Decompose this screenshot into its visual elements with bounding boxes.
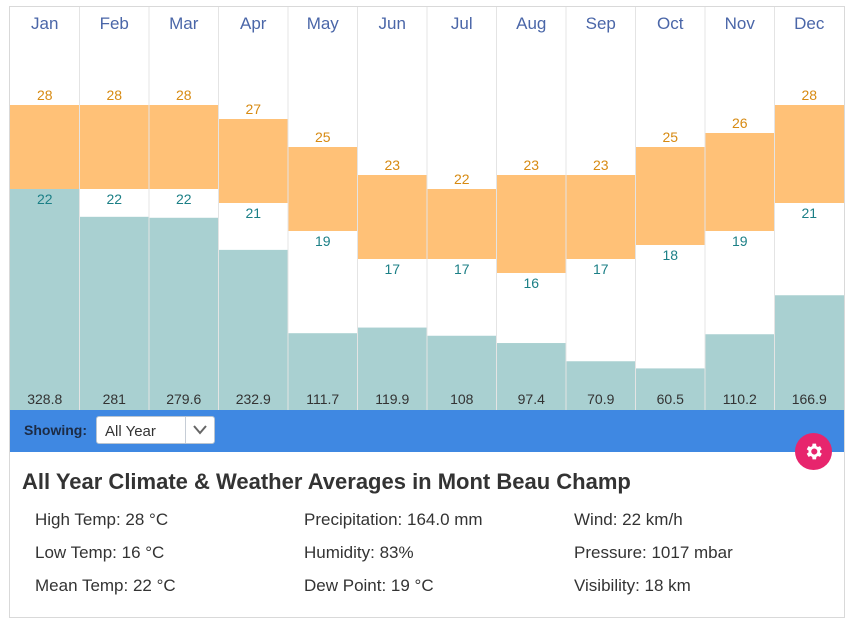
high-temp-label-jul: 22 <box>454 171 470 187</box>
month-label-mar: Mar <box>169 14 199 33</box>
stat-pressure: Pressure: 1017 mbar <box>574 543 733 562</box>
showing-label: Showing: <box>24 422 87 438</box>
settings-button[interactable] <box>795 433 832 470</box>
low-temp-label-may: 19 <box>315 233 331 249</box>
temp-bar-jan <box>10 105 80 189</box>
month-label-aug: Aug <box>516 14 546 33</box>
precip-bar-jul <box>427 335 497 410</box>
low-temp-label-jun: 17 <box>384 261 400 277</box>
high-temp-label-dec: 28 <box>801 87 817 103</box>
precip-label-jun: 119.9 <box>375 391 409 407</box>
stat-visibility: Visibility: 18 km <box>574 576 691 595</box>
month-label-apr: Apr <box>240 14 267 33</box>
temp-bar-jul <box>427 189 497 259</box>
precip-bar-mar <box>149 217 219 410</box>
temp-bar-mar <box>149 105 219 189</box>
month-label-feb: Feb <box>100 14 129 33</box>
low-temp-label-dec: 21 <box>801 205 817 221</box>
period-select-button[interactable] <box>185 417 214 443</box>
climate-chart: Jan 28 22 328.8 Feb 28 22 281 Mar 28 22 279.6 Apr 27 2… <box>10 7 844 410</box>
precip-bar-sep <box>566 361 636 410</box>
temp-bar-may <box>288 147 358 231</box>
precip-bar-feb <box>79 216 149 410</box>
low-temp-label-mar: 22 <box>176 191 192 207</box>
precip-bar-may <box>288 333 358 410</box>
low-temp-label-aug: 16 <box>523 275 539 291</box>
gear-icon <box>806 443 822 460</box>
stat-humidity: Humidity: 83% <box>304 543 414 562</box>
precip-label-jan: 328.8 <box>27 391 62 407</box>
stat-precipitation: Precipitation: 164.0 mm <box>304 510 483 529</box>
toolbar: Showing: All Year <box>10 410 844 452</box>
precip-label-sep: 70.9 <box>587 391 614 407</box>
temp-bar-jun <box>357 175 427 259</box>
low-temp-label-sep: 17 <box>593 261 609 277</box>
month-label-jul: Jul <box>451 14 473 33</box>
precip-bar-nov <box>705 334 775 410</box>
temp-bar-dec <box>774 105 844 203</box>
precip-bar-oct <box>635 368 705 410</box>
period-select[interactable]: All Year <box>96 416 215 444</box>
low-temp-label-jul: 17 <box>454 261 470 277</box>
precip-label-mar: 279.6 <box>166 391 201 407</box>
month-label-jan: Jan <box>31 14 58 33</box>
temp-bar-nov <box>705 133 775 231</box>
stat-mean-temp: Mean Temp: 22 °C <box>35 576 176 595</box>
chevron-down-icon <box>193 425 207 435</box>
chart-frame <box>9 6 845 618</box>
month-label-sep: Sep <box>586 14 616 33</box>
month-label-nov: Nov <box>725 14 756 33</box>
high-temp-label-apr: 27 <box>245 101 261 117</box>
temp-bar-sep <box>566 175 636 259</box>
stat-high-temp: High Temp: 28 °C <box>35 510 169 529</box>
temp-bar-aug <box>496 175 566 273</box>
month-label-dec: Dec <box>794 14 825 33</box>
low-temp-label-nov: 19 <box>732 233 748 249</box>
low-temp-label-jan: 22 <box>37 191 53 207</box>
month-label-oct: Oct <box>657 14 684 33</box>
precip-label-aug: 97.4 <box>518 391 545 407</box>
temp-bar-apr <box>218 119 288 203</box>
period-select-value: All Year <box>105 423 156 440</box>
stat-dew-point: Dew Point: 19 °C <box>304 576 434 595</box>
high-temp-label-mar: 28 <box>176 87 192 103</box>
high-temp-label-oct: 25 <box>662 129 678 145</box>
high-temp-label-nov: 26 <box>732 115 748 131</box>
summary-title: All Year Climate & Weather Averages in M… <box>22 469 631 494</box>
precip-label-nov: 110.2 <box>723 391 757 407</box>
high-temp-label-aug: 23 <box>523 157 539 173</box>
high-temp-label-jan: 28 <box>37 87 53 103</box>
precip-label-may: 111.7 <box>306 391 339 407</box>
precip-bar-jun <box>357 327 427 410</box>
precip-label-dec: 166.9 <box>792 391 827 407</box>
temp-bar-oct <box>635 147 705 245</box>
precip-label-jul: 108 <box>450 391 474 407</box>
high-temp-label-may: 25 <box>315 129 331 145</box>
precip-label-oct: 60.5 <box>657 391 684 407</box>
stat-wind: Wind: 22 km/h <box>574 510 683 529</box>
low-temp-label-oct: 18 <box>662 247 678 263</box>
precip-label-apr: 232.9 <box>236 391 271 407</box>
precip-bar-apr <box>218 249 288 410</box>
high-temp-label-feb: 28 <box>106 87 122 103</box>
high-temp-label-jun: 23 <box>384 157 400 173</box>
low-temp-label-apr: 21 <box>245 205 261 221</box>
precip-bar-dec <box>774 295 844 410</box>
month-label-may: May <box>307 14 340 33</box>
high-temp-label-sep: 23 <box>593 157 609 173</box>
stat-low-temp: Low Temp: 16 °C <box>35 543 165 562</box>
temp-bar-feb <box>79 105 149 189</box>
low-temp-label-feb: 22 <box>106 191 122 207</box>
precip-label-feb: 281 <box>103 391 127 407</box>
precip-bar-jan <box>10 183 80 410</box>
precip-bar-aug <box>496 343 566 410</box>
month-label-jun: Jun <box>379 14 406 33</box>
